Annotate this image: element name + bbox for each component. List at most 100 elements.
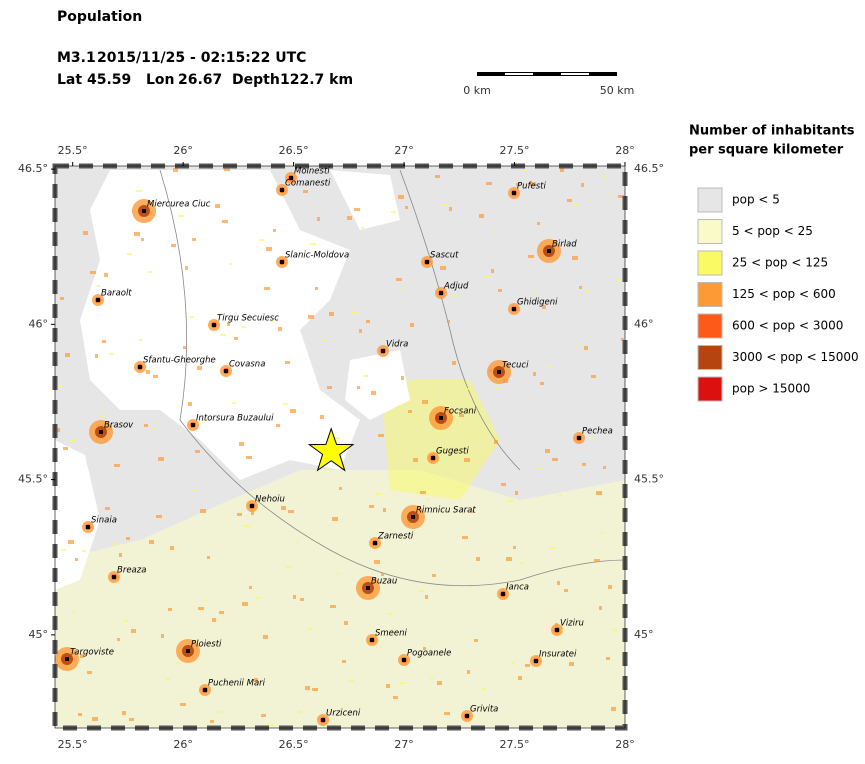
population-patch: [442, 204, 448, 206]
population-patch: [349, 680, 354, 682]
population-patch: [437, 681, 442, 685]
population-patch: [454, 295, 458, 297]
population-patch: [418, 590, 424, 592]
population-patch: [200, 509, 206, 513]
population-patch: [146, 370, 150, 374]
city-marker: [86, 525, 90, 529]
city-label: Gugesti: [436, 447, 469, 457]
population-patch: [259, 239, 264, 241]
lat-tick-label: 45.5°: [18, 473, 48, 486]
city-marker: [186, 649, 190, 653]
city-marker: [142, 209, 146, 213]
city-label: Buzau: [371, 577, 397, 587]
population-patch: [520, 562, 524, 564]
lat-tick-label: 45°: [29, 628, 49, 641]
city-label: Slanic-Moldova: [285, 251, 349, 261]
population-patch: [305, 686, 310, 690]
population-patch: [251, 511, 254, 515]
legend-swatch: [697, 313, 723, 339]
population-patch: [278, 327, 282, 331]
city-marker: [212, 323, 216, 327]
population-patch: [87, 671, 92, 674]
population-patch: [547, 366, 552, 368]
population-patch: [80, 654, 84, 658]
lat-tick-label: 46°: [29, 317, 49, 330]
population-patch: [518, 676, 522, 680]
city-marker: [439, 416, 443, 420]
population-patch: [173, 168, 178, 172]
population-patch: [596, 491, 602, 495]
population-patch: [307, 628, 312, 630]
epicenter: [307, 427, 355, 472]
population-patch: [586, 290, 590, 292]
legend-swatch: [697, 282, 723, 307]
population-patch: [574, 204, 580, 206]
population-patch: [83, 231, 88, 235]
population-patch: [112, 543, 118, 545]
population-patch: [170, 546, 174, 550]
population-patch: [344, 621, 348, 625]
population-patch: [545, 449, 550, 453]
population-patch: [239, 442, 244, 446]
city-label: Targoviste: [70, 648, 114, 658]
population-patch: [491, 269, 494, 273]
population-patch: [352, 312, 358, 314]
population-patch: [493, 230, 496, 232]
population-patch: [515, 491, 518, 495]
city-marker: [112, 575, 116, 579]
population-patch: [582, 463, 586, 466]
population-patch: [300, 598, 304, 601]
population-patch: [325, 468, 330, 470]
population-patch: [445, 388, 448, 390]
scale-start: 0 km: [463, 84, 491, 97]
city-label: Rimnicu Sarat: [416, 506, 476, 516]
city-label: Sfantu-Gheorghe: [143, 356, 216, 366]
population-patch: [371, 391, 376, 395]
population-patch: [413, 458, 418, 462]
population-patch: [334, 437, 340, 439]
population-patch: [95, 354, 98, 358]
population-patch: [327, 386, 332, 389]
lon-tick-label: 27.5°: [500, 738, 530, 751]
population-patch: [608, 585, 612, 589]
population-patch: [185, 266, 188, 270]
city-marker: [555, 628, 559, 632]
population-patch: [261, 714, 266, 717]
population-patch: [97, 285, 100, 287]
lon-tick-label: 27.5°: [500, 144, 530, 157]
map-frame: [52, 163, 628, 731]
population-patch: [158, 457, 164, 461]
city-label: Smeeni: [375, 629, 408, 639]
city-label: Covasna: [229, 360, 265, 370]
city-label: Miercurea Ciuc: [147, 200, 211, 210]
population-patch: [104, 273, 108, 277]
city-label: Urziceni: [326, 709, 361, 719]
population-patch: [508, 500, 514, 502]
population-patch: [577, 344, 580, 346]
population-patch: [552, 458, 558, 461]
population-patch: [540, 382, 544, 385]
city-label: Sascut: [430, 251, 459, 261]
population-patch: [357, 386, 360, 389]
population-patch: [469, 586, 472, 588]
population-patch: [459, 414, 464, 417]
city-marker: [501, 592, 505, 596]
lon-tick-label: 25.5°: [58, 144, 88, 157]
population-patch: [286, 566, 292, 568]
population-patch: [310, 243, 316, 245]
population-patch: [513, 546, 516, 549]
city-label: Pufesti: [517, 182, 546, 192]
population-patch: [144, 424, 148, 427]
legend-label: 5 < pop < 25: [732, 224, 813, 238]
population-patch: [601, 532, 604, 534]
population-patch: [308, 315, 314, 319]
population-patch: [425, 595, 428, 599]
city-marker: [289, 176, 293, 180]
population-patch: [220, 334, 226, 336]
population-patch: [312, 688, 318, 691]
population-patch: [242, 602, 248, 606]
lon-tick-label: 28°: [615, 738, 635, 751]
population-patch: [579, 286, 582, 289]
population-patch: [237, 513, 242, 516]
population-patch: [244, 525, 250, 527]
